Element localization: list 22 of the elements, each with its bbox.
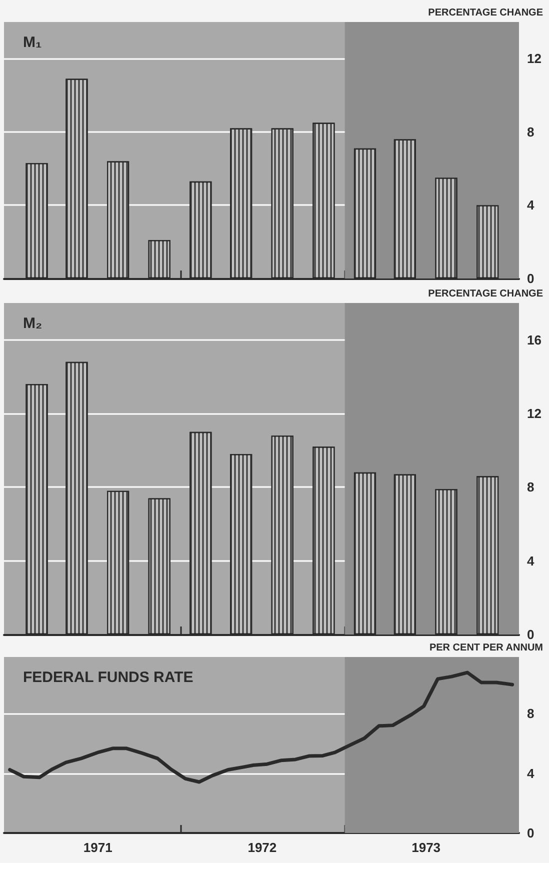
line-series (8, 670, 514, 784)
text: FEDERAL FUNDS RATE (23, 669, 194, 686)
y-tick-label: 0 (527, 271, 534, 286)
x-tick-label: 1971 (83, 840, 112, 855)
text: M₂ (23, 315, 42, 332)
y-tick-label: 12 (527, 406, 542, 421)
y-tick-label: 4 (527, 198, 535, 213)
y-tick-label: 0 (527, 627, 534, 642)
y-axis-title: PERCENTAGE CHANGE (428, 288, 544, 300)
y-axis-title: PER CENT PER ANNUM (429, 642, 543, 654)
y-tick-label: 8 (527, 480, 534, 495)
y-tick-label: 8 (527, 124, 534, 140)
y-tick-label: 4 (527, 766, 535, 781)
y-tick-label: 12 (527, 51, 542, 66)
y-tick-label: 16 (527, 332, 542, 348)
text: M₁ (23, 34, 42, 51)
y-tick-label: 0 (527, 826, 534, 840)
y-tick-label: 4 (527, 553, 535, 568)
y-tick-label: 8 (527, 706, 534, 722)
x-tick-label: 1973 (412, 840, 441, 855)
x-tick-label: 1972 (248, 840, 277, 855)
y-axis-title: PERCENTAGE CHANGE (428, 8, 544, 18)
